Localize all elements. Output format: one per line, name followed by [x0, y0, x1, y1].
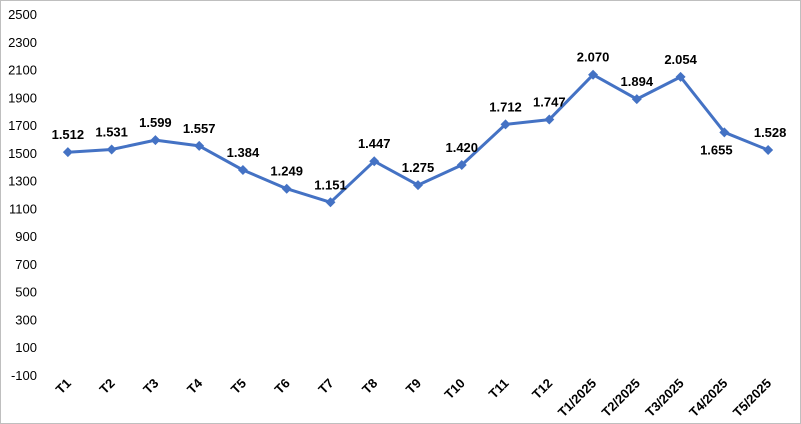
x-tick-label: T3/2025	[642, 376, 686, 420]
data-point-marker	[675, 71, 686, 82]
y-tick-label: 2100	[8, 63, 37, 78]
data-labels: 1.512 1.531 1.599 1.557 1.384 1.249 1.151 1.447…	[52, 50, 787, 193]
data-point-marker	[413, 180, 423, 191]
x-tick-label: T1	[53, 376, 74, 397]
data-point-marker	[456, 159, 467, 170]
x-tick-label: T5/2025	[730, 376, 774, 420]
data-label: 1.531	[95, 125, 128, 140]
data-point-marker	[106, 144, 117, 155]
data-label: 1.894	[621, 74, 654, 89]
data-label: 1.599	[139, 115, 172, 130]
x-tick-label: T2/2025	[599, 376, 643, 420]
data-point-marker	[763, 144, 774, 155]
x-tick-label: T2	[96, 376, 117, 397]
x-axis: T1 T2 T3 T4 T5 T6 T7 T8 T9 T10 T11 T12 T1/2025 T2/202…	[53, 375, 775, 420]
data-label: 1.512	[52, 127, 85, 142]
data-label: 1.747	[533, 95, 566, 110]
data-point-marker	[500, 119, 511, 130]
x-tick-label: T9	[403, 376, 424, 397]
y-tick-label: 900	[15, 229, 37, 244]
data-label: 2.054	[664, 52, 697, 67]
x-tick-label: T6	[271, 376, 292, 397]
y-tick-label: 2500	[8, 7, 37, 22]
data-label: 2.070	[577, 50, 610, 65]
data-label: 1.151	[314, 177, 347, 192]
x-tick-label: T7	[315, 376, 336, 397]
y-tick-label: 1700	[8, 118, 37, 133]
data-label: 1.249	[270, 164, 303, 179]
x-tick-label: T5	[228, 376, 249, 397]
y-tick-label: 1900	[8, 90, 37, 105]
y-tick-label: 2300	[8, 35, 37, 50]
data-point-marker	[237, 164, 248, 175]
data-point-marker	[369, 156, 380, 167]
data-label: 1.420	[445, 140, 478, 155]
data-label: 1.275	[402, 160, 435, 175]
y-axis: 2500 2300 2100 1900 1700 1500 1300 1100 900 700 50…	[8, 7, 37, 383]
x-tick-label: T3	[140, 376, 161, 397]
data-point-marker	[150, 135, 161, 146]
x-tick-label: T4	[184, 375, 206, 397]
x-tick-label: T11	[486, 376, 512, 402]
x-tick-label: T10	[441, 376, 467, 402]
data-point-marker	[325, 197, 336, 208]
x-tick-label: T4/2025	[686, 376, 730, 420]
data-point-marker	[194, 140, 205, 151]
series-markers	[62, 69, 774, 208]
y-tick-label: 100	[15, 340, 37, 355]
y-tick-label: 500	[15, 285, 37, 300]
y-tick-label: 700	[15, 257, 37, 272]
data-label: 1.384	[227, 145, 260, 160]
data-point-marker	[544, 114, 555, 125]
data-point-marker	[62, 147, 73, 158]
data-point-marker	[631, 94, 642, 105]
data-point-marker	[719, 127, 730, 138]
data-label: 1.557	[183, 121, 216, 136]
y-tick-label: 1100	[9, 201, 37, 216]
data-label: 1.655	[700, 142, 733, 157]
y-tick-label: 1500	[8, 146, 37, 161]
data-point-marker	[281, 183, 292, 194]
y-tick-label: 300	[15, 312, 37, 327]
x-tick-label: T12	[529, 376, 555, 402]
x-tick-label: T8	[359, 376, 380, 397]
y-tick-label: -100	[11, 368, 37, 383]
y-tick-label: 1300	[8, 174, 37, 189]
data-label: 1.447	[358, 136, 391, 151]
data-label: 1.528	[754, 125, 787, 140]
data-point-marker	[588, 69, 599, 80]
data-label: 1.712	[489, 99, 522, 114]
x-tick-label: T1/2025	[555, 376, 599, 420]
